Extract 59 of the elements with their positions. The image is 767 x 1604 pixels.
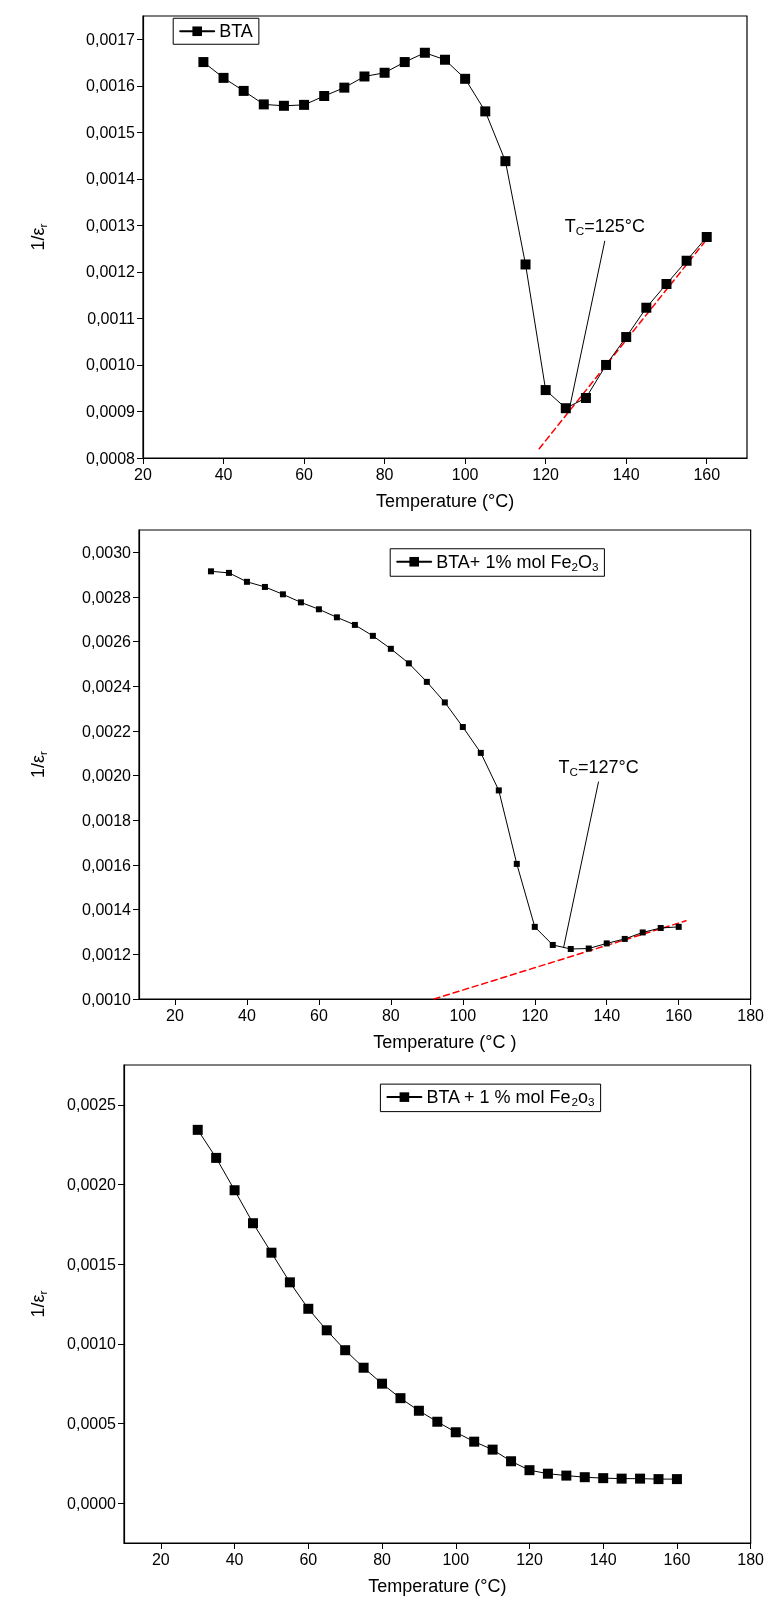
x-axis-title: Temperature (°C ) bbox=[373, 1032, 517, 1052]
x-tick-label: 100 bbox=[451, 465, 479, 483]
y-tick-label: 0,0009 bbox=[86, 402, 136, 420]
x-tick-label: 120 bbox=[532, 465, 560, 483]
y-tick-label: 0,0020 bbox=[67, 1176, 117, 1193]
y-tick-label: 0,0000 bbox=[67, 1494, 117, 1512]
x-tick-label: 40 bbox=[238, 1006, 256, 1024]
x-tick-label: 100 bbox=[449, 1006, 477, 1024]
y-tick-label: 0,0008 bbox=[86, 449, 136, 467]
y-tick-label: 0,0030 bbox=[82, 543, 132, 561]
y-tick-label: 0,0015 bbox=[67, 1255, 117, 1273]
x-tick-label: 80 bbox=[373, 1550, 392, 1568]
x-tick-label: 120 bbox=[516, 1550, 543, 1568]
x-tick-label: 80 bbox=[375, 465, 394, 483]
y-tick-label: 0,0017 bbox=[86, 30, 136, 48]
x-axis-title: Temperature (°C) bbox=[368, 1576, 507, 1596]
x-tick-label: 140 bbox=[593, 1006, 621, 1024]
y-tick-label: 0,0025 bbox=[67, 1096, 117, 1114]
y-tick-label: 0,0016 bbox=[82, 856, 132, 874]
x-tick-label: 160 bbox=[665, 1006, 693, 1024]
y-tick-label: 0,0010 bbox=[86, 356, 136, 374]
x-tick-label: 60 bbox=[295, 465, 314, 483]
x-tick-label: 40 bbox=[225, 1550, 244, 1568]
y-tick-label: 0,0013 bbox=[86, 216, 136, 234]
x-tick-label: 120 bbox=[521, 1006, 549, 1024]
y-tick-label: 0,0014 bbox=[86, 170, 136, 188]
y-tick-label: 0,0005 bbox=[67, 1415, 117, 1432]
x-tick-label: 160 bbox=[663, 1550, 691, 1568]
x-tick-label: 160 bbox=[693, 465, 721, 483]
y-tick-label: 0,0020 bbox=[82, 767, 132, 785]
x-tick-label: 80 bbox=[381, 1006, 400, 1024]
y-tick-label: 0,0022 bbox=[82, 722, 132, 740]
x-tick-label: 100 bbox=[442, 1550, 470, 1568]
x-tick-label: 60 bbox=[310, 1006, 328, 1024]
legend-label: BTA bbox=[219, 21, 253, 42]
x-tick-label: 180 bbox=[737, 1550, 765, 1568]
y-tick-label: 0,0010 bbox=[67, 1335, 117, 1353]
y-tick-label: 0,0028 bbox=[82, 588, 132, 606]
x-tick-label: 180 bbox=[737, 1006, 765, 1024]
y-tick-label: 0,0012 bbox=[82, 945, 132, 963]
y-tick-label: 0,0010 bbox=[82, 990, 132, 1008]
y-axis-title: 1/εr bbox=[27, 1290, 49, 1318]
x-tick-label: 60 bbox=[299, 1550, 318, 1568]
x-tick-label: 20 bbox=[151, 1550, 170, 1568]
x-tick-label: 140 bbox=[589, 1550, 617, 1568]
y-axis-title: 1/εr bbox=[27, 223, 49, 251]
y-tick-label: 0,0015 bbox=[86, 123, 136, 141]
y-tick-label: 0,0012 bbox=[86, 263, 136, 281]
x-tick-label: 40 bbox=[214, 465, 233, 483]
y-tick-label: 0,0014 bbox=[82, 901, 132, 919]
x-axis-title: Temperature (°C) bbox=[375, 491, 515, 511]
y-tick-label: 0,0024 bbox=[82, 677, 132, 695]
y-tick-label: 0,0018 bbox=[82, 811, 132, 829]
x-tick-label: 20 bbox=[134, 465, 152, 483]
y-tick-label: 0,0011 bbox=[87, 309, 136, 327]
y-tick-label: 0,0016 bbox=[86, 77, 136, 95]
y-tick-label: 0,0026 bbox=[82, 633, 132, 651]
x-tick-label: 140 bbox=[612, 465, 640, 483]
x-tick-label: 20 bbox=[166, 1006, 184, 1024]
